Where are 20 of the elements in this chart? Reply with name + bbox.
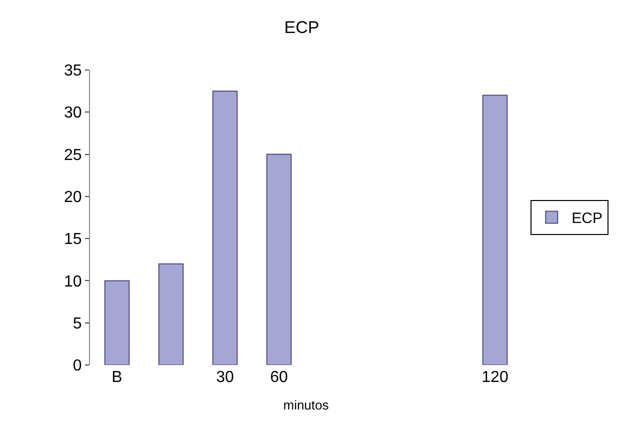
x-axis-title: minutos bbox=[283, 398, 330, 413]
x-tick-label: 30 bbox=[216, 369, 234, 386]
bar bbox=[482, 94, 508, 365]
bar bbox=[212, 90, 238, 365]
bar bbox=[158, 263, 184, 365]
x-tick-label: 60 bbox=[270, 369, 288, 386]
y-tick-label: 30 bbox=[64, 104, 82, 122]
y-tick-label: 10 bbox=[64, 273, 82, 290]
y-tick-label: 15 bbox=[64, 231, 82, 248]
y-tick-label: 20 bbox=[64, 189, 82, 206]
y-tick-label: 25 bbox=[64, 146, 82, 164]
y-tick-label: 35 bbox=[64, 62, 82, 80]
y-tick-label: 5 bbox=[72, 315, 82, 332]
chart-title: ECP bbox=[284, 18, 320, 38]
y-tick-label: 0 bbox=[72, 358, 82, 375]
x-tick-label: B bbox=[112, 369, 122, 386]
x-tick-label: 120 bbox=[482, 369, 508, 386]
bar bbox=[266, 154, 292, 365]
bar bbox=[104, 280, 130, 365]
legend-label: ECP bbox=[572, 210, 602, 228]
